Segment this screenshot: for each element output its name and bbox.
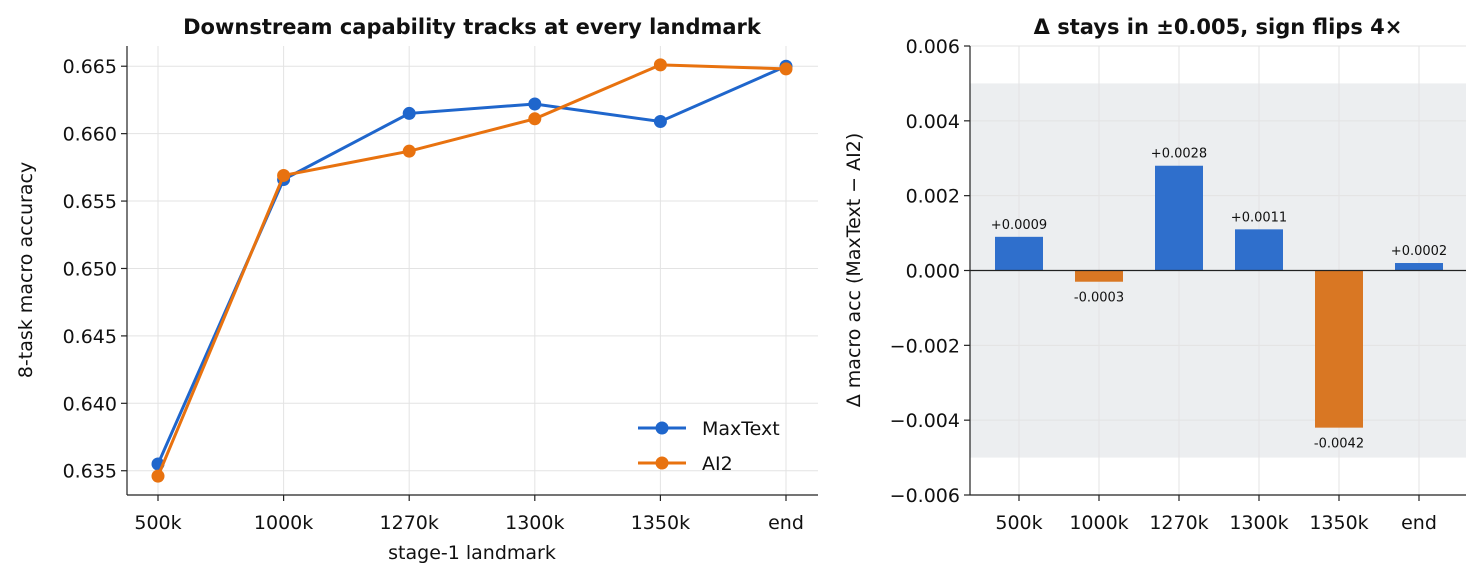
series-point-ai2 — [528, 112, 542, 126]
left-y-tick-label: 0.660 — [63, 124, 117, 146]
left-y-tick-label: 0.635 — [63, 461, 117, 483]
delta-bar — [1075, 270, 1123, 282]
series-point-ai2 — [653, 58, 667, 72]
left-x-tick-label: 1300k — [505, 512, 564, 534]
legend-label-maxtext: MaxText — [702, 418, 780, 440]
right-data-labels: +0.0009 -0.0003 +0.0028 +0.0011 -0.0042 +0.00… — [991, 147, 1447, 452]
delta-bar — [1395, 263, 1443, 271]
right-x-tick-label: 1000k — [1069, 512, 1128, 534]
right-y-tick-label: −0.006 — [890, 485, 960, 507]
right-y-tick-label: −0.002 — [890, 335, 960, 357]
left-y-tick-label: 0.665 — [63, 56, 117, 78]
delta-bar-label: -0.0003 — [1074, 291, 1124, 306]
left-x-ticks: 500k 1000k 1270k 1300k 1350k end — [134, 495, 804, 534]
right-y-tick-label: 0.000 — [906, 261, 960, 283]
series-point-ai2 — [277, 168, 291, 182]
right-chart-title: Δ stays in ±0.005, sign flips 4× — [1034, 15, 1403, 39]
left-legend: MaxText AI2 — [638, 418, 780, 475]
left-y-tick-label: 0.645 — [63, 326, 117, 348]
left-x-tick-label: end — [768, 512, 804, 534]
delta-bar — [1235, 229, 1283, 271]
left-y-axis-label: 8-task macro accuracy — [15, 162, 37, 378]
series-point-maxtext — [402, 106, 416, 120]
delta-bar-label: +0.0028 — [1151, 147, 1207, 162]
left-x-tick-label: 1000k — [254, 512, 313, 534]
left-x-tick-label: 1270k — [380, 512, 439, 534]
left-series — [151, 58, 793, 483]
right-y-tick-label: 0.002 — [906, 186, 960, 208]
delta-bar — [995, 236, 1043, 271]
delta-bar-label: +0.0011 — [1231, 210, 1287, 225]
series-point-maxtext — [528, 97, 542, 111]
left-y-tick-label: 0.640 — [63, 393, 117, 415]
left-x-tick-label: 500k — [134, 512, 181, 534]
right-x-ticks: 500k 1000k 1270k 1300k 1350k end — [995, 495, 1437, 534]
right-x-tick-label: 500k — [995, 512, 1042, 534]
right-x-tick-label: 1270k — [1149, 512, 1208, 534]
legend-label-ai2: AI2 — [702, 453, 733, 475]
delta-bar — [1155, 165, 1203, 271]
right-y-tick-label: 0.004 — [906, 111, 960, 133]
series-point-ai2 — [779, 62, 793, 76]
right-x-tick-label: 1350k — [1309, 512, 1368, 534]
left-x-tick-label: 1350k — [631, 512, 690, 534]
series-line-maxtext — [156, 64, 787, 465]
series-point-ai2 — [402, 144, 416, 158]
legend-marker-maxtext — [655, 421, 669, 435]
accuracy-line-chart: 0.635 0.640 0.645 0.650 0.655 0.660 0.665 500k… — [15, 15, 818, 564]
right-y-ticks: −0.006 −0.004 −0.002 0.000 0.002 0.004 0.006 — [890, 36, 970, 507]
delta-bar-label: +0.0009 — [991, 218, 1047, 233]
delta-bar-label: -0.0042 — [1314, 437, 1364, 452]
series-point-ai2 — [151, 469, 165, 483]
right-y-axis-label: Δ macro acc (MaxText − AI2) — [843, 133, 865, 408]
left-y-tick-label: 0.655 — [63, 191, 117, 213]
right-x-tick-label: end — [1401, 512, 1437, 534]
delta-bar-chart: +0.0009 -0.0003 +0.0028 +0.0011 -0.0042 +0.00… — [843, 15, 1466, 534]
left-x-axis-label: stage-1 landmark — [388, 542, 556, 564]
right-bars — [995, 165, 1443, 428]
series-point-maxtext — [653, 115, 667, 129]
delta-bar — [1315, 270, 1363, 428]
left-y-ticks: 0.635 0.640 0.645 0.650 0.655 0.660 0.665 — [63, 56, 127, 483]
legend-marker-ai2 — [655, 456, 669, 470]
left-y-tick-label: 0.650 — [63, 258, 117, 280]
series-line-ai2 — [156, 63, 787, 477]
right-y-tick-label: 0.006 — [906, 36, 960, 58]
delta-bar-label: +0.0002 — [1391, 244, 1447, 259]
right-y-tick-label: −0.004 — [890, 410, 960, 432]
left-chart-title: Downstream capability tracks at every la… — [183, 15, 762, 39]
right-x-tick-label: 1300k — [1229, 512, 1288, 534]
